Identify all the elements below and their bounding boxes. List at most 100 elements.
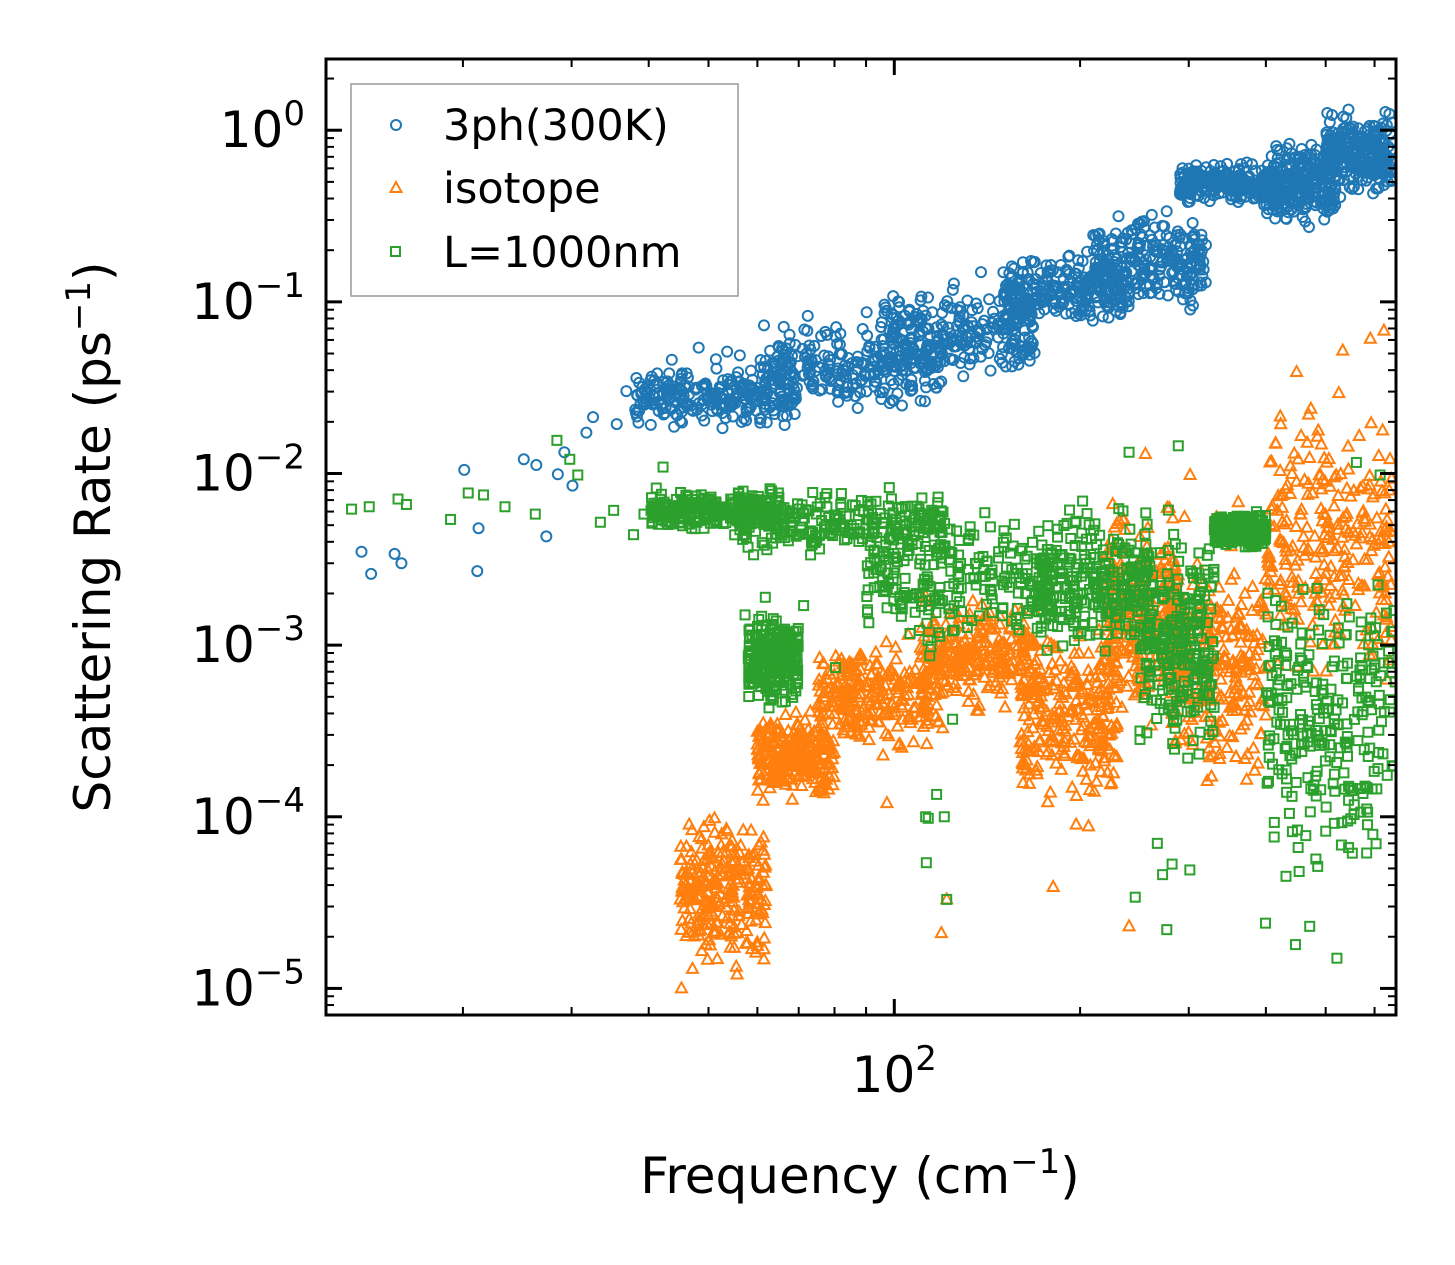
data-point-3ph-300k [855, 373, 868, 386]
data-point-3ph-300k [883, 350, 896, 363]
data-point-3ph-300k [682, 380, 695, 393]
data-point-3ph-300k [1170, 260, 1183, 273]
data-point-3ph-300k [783, 383, 796, 396]
data-point-3ph-300k [1172, 285, 1185, 298]
data-point-3ph-300k [660, 383, 673, 396]
data-point-3ph-300k [807, 382, 820, 395]
data-point-3ph-300k [914, 311, 927, 324]
data-point-3ph-300k [920, 363, 933, 376]
data-point-3ph-300k [1108, 255, 1121, 268]
data-point-3ph-300k [905, 340, 918, 353]
data-point-3ph-300k [851, 401, 864, 414]
data-point-3ph-300k [1299, 215, 1312, 228]
data-point-3ph-300k [1299, 188, 1312, 201]
data-point-3ph-300k [1225, 182, 1238, 195]
data-point-3ph-300k [1318, 213, 1331, 226]
data-point-3ph-300k [903, 303, 916, 316]
data-point-3ph-300k [1112, 210, 1125, 223]
data-point-3ph-300k [973, 324, 986, 337]
data-point-3ph-300k [1116, 261, 1129, 274]
data-point-3ph-300k [1022, 272, 1035, 285]
data-point-3ph-300k [1084, 309, 1097, 322]
data-point-3ph-300k [803, 339, 816, 352]
data-point-3ph-300k [1180, 270, 1193, 283]
data-point-3ph-300k [763, 401, 776, 414]
data-point-3ph-300k [1083, 304, 1096, 317]
data-point-3ph-300k [1265, 150, 1278, 163]
data-point-3ph-300k [1273, 144, 1286, 157]
data-point-3ph-300k [873, 386, 886, 399]
data-point-3ph-300k [733, 375, 746, 388]
data-point-3ph-300k [644, 418, 657, 431]
data-point-3ph-300k [1090, 280, 1103, 293]
data-point-3ph-300k [927, 377, 940, 390]
data-point-3ph-300k [1073, 280, 1086, 293]
data-point-3ph-300k [663, 386, 676, 399]
data-point-3ph-300k [1276, 197, 1289, 210]
data-point-3ph-300k [716, 422, 729, 435]
data-point-3ph-300k [974, 326, 987, 339]
data-point-3ph-300k [995, 348, 1008, 361]
data-point-3ph-300k [946, 353, 959, 366]
data-point-3ph-300k [831, 338, 844, 351]
data-point-3ph-300k [1007, 343, 1020, 356]
data-point-3ph-300k [840, 371, 853, 384]
data-point-3ph-300k [890, 345, 903, 358]
data-point-3ph-300k [1111, 252, 1124, 265]
data-point-3ph-300k [980, 323, 993, 336]
data-point-3ph-300k [738, 392, 751, 405]
data-point-3ph-300k [1188, 230, 1201, 243]
data-point-3ph-300k [855, 356, 868, 369]
data-point-3ph-300k [875, 333, 888, 346]
data-point-3ph-300k [690, 381, 703, 394]
data-point-3ph-300k [869, 340, 882, 353]
data-point-3ph-300k [1021, 266, 1034, 279]
data-point-3ph-300k [1025, 308, 1038, 321]
data-point-3ph-300k [1150, 282, 1163, 295]
data-point-3ph-300k [668, 420, 681, 433]
data-point-3ph-300k [1192, 245, 1205, 258]
data-point-3ph-300k [938, 333, 951, 346]
data-point-3ph-300k [1072, 262, 1085, 275]
data-point-3ph-300k [846, 368, 859, 381]
data-point-3ph-300k [1021, 341, 1034, 354]
data-point-3ph-300k [888, 365, 901, 378]
data-point-3ph-300k [966, 304, 979, 317]
series-3ph-300k [355, 103, 1396, 580]
data-point-3ph-300k [961, 294, 974, 307]
data-point-3ph-300k [1288, 173, 1301, 186]
data-point-3ph-300k [800, 347, 813, 360]
data-point-3ph-300k [1089, 291, 1102, 304]
data-point-3ph-300k [1145, 208, 1158, 221]
data-point-3ph-300k [1111, 278, 1124, 291]
data-point-3ph-300k [1183, 195, 1196, 208]
data-point-3ph-300k [953, 314, 966, 327]
data-point-3ph-300k [658, 407, 671, 420]
data-point-3ph-300k [957, 370, 970, 383]
data-point-3ph-300k [822, 357, 835, 370]
data-point-3ph-300k [781, 359, 794, 372]
data-point-3ph-300k [757, 384, 770, 397]
data-point-3ph-300k [887, 394, 900, 407]
data-point-3ph-300k [744, 392, 757, 405]
data-point-3ph-300k [675, 369, 688, 382]
data-point-3ph-300k [1125, 274, 1138, 287]
data-point-3ph-300k [1075, 303, 1088, 316]
data-point-3ph-300k [1089, 229, 1102, 242]
data-point-3ph-300k [901, 352, 914, 365]
data-point-3ph-300k [695, 379, 708, 392]
data-point-3ph-300k [869, 353, 882, 366]
data-point-3ph-300k [721, 373, 734, 386]
data-point-3ph-300k [1049, 297, 1062, 310]
data-point-3ph-300k [1280, 142, 1293, 155]
data-point-3ph-300k [856, 323, 869, 336]
data-point-3ph-300k [1029, 273, 1042, 286]
data-point-3ph-300k [1114, 241, 1127, 254]
data-point-3ph-300k [1119, 268, 1132, 281]
data-point-3ph-300k [1214, 160, 1227, 173]
data-point-3ph-300k [935, 375, 948, 388]
data-point-3ph-300k [1146, 240, 1159, 253]
data-point-3ph-300k [1308, 148, 1321, 161]
data-point-3ph-300k [1249, 164, 1262, 177]
